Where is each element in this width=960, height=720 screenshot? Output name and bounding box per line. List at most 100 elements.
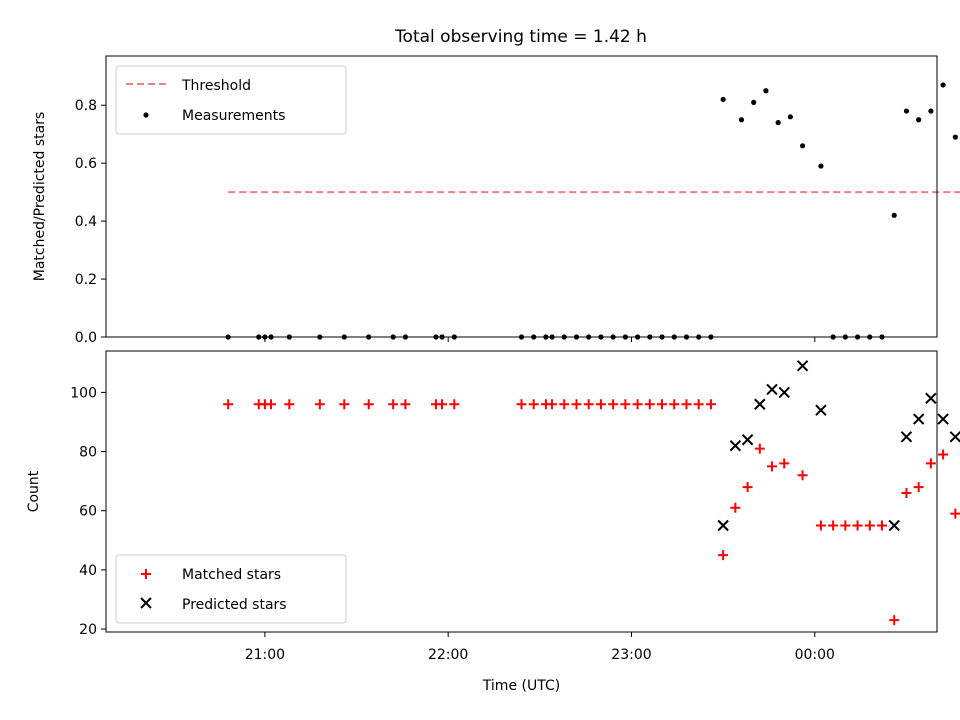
matched-stars-point (437, 399, 448, 410)
predicted-stars-point (766, 383, 778, 396)
measurement-point (916, 117, 922, 123)
measurement-point (751, 99, 757, 105)
y-axis-label-ratio: Matched/Predicted stars (32, 112, 48, 282)
predicted-stars-point (949, 431, 960, 443)
predicted-stars-point (754, 398, 766, 410)
y-axis-label-count: Count (26, 470, 42, 512)
matched-stars-point (547, 399, 558, 410)
matched-stars-point (284, 399, 295, 410)
predicted-stars-point (778, 386, 790, 399)
legend-predicted-label: Predicted stars (182, 597, 287, 613)
predicted-stars-point (729, 439, 742, 452)
matched-stars-point (681, 399, 692, 410)
matched-stars-point (528, 399, 539, 410)
measurement-point (787, 114, 793, 120)
legend-predicted-swatch (140, 597, 152, 609)
x-tick-label: 23:00 (611, 647, 651, 663)
measurement-point (903, 108, 910, 114)
measurement-point (818, 163, 824, 169)
matched-stars-point (571, 399, 582, 410)
legend-box (115, 65, 347, 135)
y-tick-label: 60 (79, 504, 97, 520)
predicted-stars-point (937, 413, 949, 425)
figure-title: Total observing time = 1.42 h (394, 27, 647, 47)
measurement-point (720, 96, 726, 103)
predicted-stars-point (888, 519, 900, 532)
legend-box (115, 554, 347, 624)
count-marks (223, 360, 960, 626)
y-tick-label: 0.6 (75, 156, 97, 172)
matched-stars-point (754, 443, 765, 454)
predicted-stars-point (815, 404, 827, 416)
matched-stars-point (644, 399, 655, 410)
matched-stars-point (730, 502, 741, 513)
predicted-stars-point (741, 434, 754, 446)
measurement-point (738, 117, 745, 123)
matched-stars-point (925, 458, 936, 469)
matched-stars-point (657, 399, 668, 410)
matched-stars-point (314, 399, 325, 410)
matched-stars-point (767, 461, 778, 472)
matched-stars-point (400, 399, 411, 410)
measurement-point (799, 143, 806, 149)
measurement-point (928, 108, 934, 114)
matched-stars-point (779, 458, 790, 469)
y-tick-label: 0.8 (75, 98, 97, 114)
y-tick-label: 20 (79, 622, 97, 638)
x-tick-label: 21:00 (245, 647, 285, 663)
matched-stars-point (797, 470, 808, 481)
matched-stars-point (742, 482, 753, 493)
legend-count: Matched stars Predicted stars (115, 554, 347, 624)
plot-frame-ratio (105, 55, 938, 338)
legend-threshold-label: Threshold (181, 78, 251, 94)
matched-stars-point (265, 399, 276, 410)
matched-stars-point (669, 399, 680, 410)
predicted-stars-point (900, 431, 913, 443)
measurement-point (775, 120, 781, 126)
matched-stars-point (583, 399, 594, 410)
x-tick-label: 00:00 (795, 647, 835, 663)
matched-stars-point (595, 399, 606, 410)
legend-ratio: Threshold Measurements (115, 65, 347, 135)
measurement-point (891, 212, 897, 218)
measurement-point (952, 134, 958, 140)
matched-stars-point (901, 487, 912, 498)
y-tick-label: 40 (79, 563, 97, 579)
matched-stars-point (693, 399, 704, 410)
legend-measurements-label: Measurements (182, 108, 285, 124)
matched-stars-point (363, 399, 374, 410)
matched-stars-point (840, 520, 851, 531)
matched-stars-point (449, 399, 460, 410)
legend-matched-label: Matched stars (182, 567, 281, 583)
predicted-stars-point (925, 392, 937, 405)
matched-stars-point (223, 399, 234, 410)
matched-stars-point (889, 615, 900, 626)
matched-stars-point (828, 520, 839, 531)
matched-stars-point (339, 399, 350, 410)
predicted-stars-point (912, 413, 925, 425)
predicted-stars-point (796, 360, 809, 372)
matched-stars-point (559, 399, 570, 410)
matched-stars-point (718, 550, 729, 561)
y-tick-label: 0.4 (75, 214, 97, 230)
matched-stars-point (864, 520, 875, 531)
matched-stars-point (608, 399, 619, 410)
matched-stars-point (705, 399, 716, 410)
y-tick-label: 100 (70, 385, 97, 401)
predicted-stars-point (717, 519, 729, 532)
plot-frame-count (105, 350, 938, 633)
x-axis-label: Time (UTC) (482, 678, 560, 694)
matched-stars-point (950, 508, 960, 519)
legend-measurements-swatch (143, 112, 149, 118)
y-tick-label: 80 (79, 445, 97, 461)
y-tick-label: 0.2 (75, 272, 97, 288)
y-axis-count: 20 40 60 80 100 (70, 385, 106, 638)
matched-stars-point (632, 399, 643, 410)
y-tick-label: 0.0 (75, 330, 97, 346)
matched-stars-point (516, 399, 527, 410)
measurement-point (940, 82, 946, 88)
x-tick-label: 22:00 (428, 647, 468, 663)
